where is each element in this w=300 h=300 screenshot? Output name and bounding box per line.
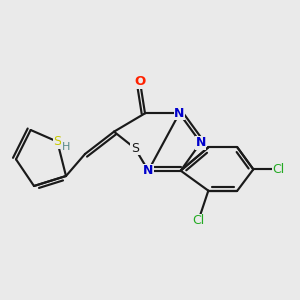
Text: N: N	[143, 164, 154, 177]
Text: S: S	[131, 142, 139, 155]
Text: O: O	[134, 75, 146, 88]
Text: N: N	[196, 136, 206, 149]
Text: Cl: Cl	[192, 214, 205, 227]
Text: S: S	[53, 135, 61, 148]
Text: Cl: Cl	[272, 163, 284, 176]
Text: H: H	[62, 142, 70, 152]
Text: N: N	[174, 107, 184, 120]
